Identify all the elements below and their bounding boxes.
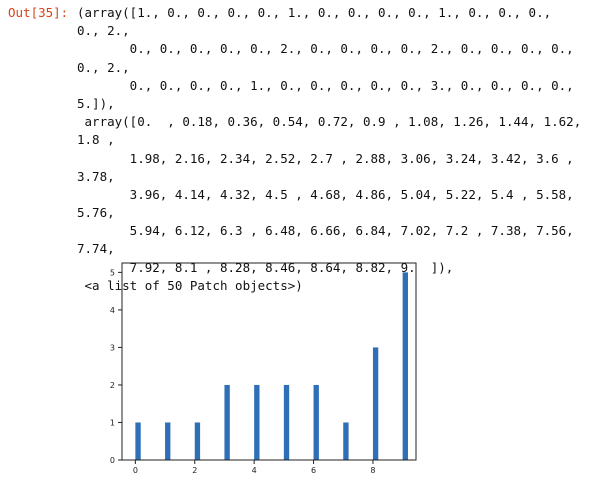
y-axis: 0 1 2 3 4 5 [110,268,122,465]
y-tick-label: 1 [110,418,115,427]
output-prompt: Out[35]: [8,5,69,20]
histogram-bar [254,384,260,460]
histogram-chart: 0 1 2 3 4 5 0 2 4 6 8 [82,258,432,482]
output-line: <a list of 50 Patch objects>) [77,277,303,293]
output-line: 1.98, 2.16, 2.34, 2.52, 2.7 , 2.88, 3.06… [77,150,574,166]
output-line: array([0. , 0.18, 0.36, 0.54, 0.72, 0.9 … [77,114,582,130]
histogram-bar [343,422,349,460]
output-line: 0., 2., [77,23,130,39]
y-tick-label: 0 [110,456,115,465]
y-tick-label: 3 [110,343,115,352]
bars-group [135,272,408,460]
output-line: 0., 2., [77,59,130,75]
histogram-bar [194,422,201,460]
histogram-bar [135,422,141,460]
chart-svg: 0 1 2 3 4 5 0 2 4 6 8 [110,262,417,475]
y-tick-label: 4 [110,306,115,315]
y-tick-label: 2 [110,381,115,390]
histogram-bar [402,272,408,460]
output-line: 3.96, 4.14, 4.32, 4.5 , 4.68, 4.86, 5.04… [77,186,574,202]
histogram-bar [372,347,379,460]
output-line: 5.94, 6.12, 6.3 , 6.48, 6.66, 6.84, 7.02… [77,223,574,239]
plot-frame [121,262,417,461]
histogram-bar [313,384,319,460]
y-tick-label: 5 [110,268,115,277]
x-tick-label: 2 [192,466,197,475]
cell-output-text: (array([1., 0., 0., 0., 0., 1., 0., 0., … [77,4,581,295]
output-line: 3.78, [77,168,115,184]
x-tick-label: 6 [311,466,316,475]
x-tick-label: 0 [133,466,138,475]
output-line: 5.]), [77,95,115,111]
output-line: 7.74, [77,241,115,257]
x-axis: 0 2 4 6 8 [133,460,375,475]
x-tick-label: 4 [252,466,257,475]
output-line: 1.8 , [77,132,115,148]
output-line: 0., 0., 0., 0., 1., 0., 0., 0., 0., 0., … [77,77,574,93]
histogram-bar [283,384,290,460]
x-tick-label: 8 [370,466,375,475]
output-line: (array([1., 0., 0., 0., 0., 1., 0., 0., … [77,5,552,20]
output-line: 0., 0., 0., 0., 0., 2., 0., 0., 0., 0., … [77,41,574,57]
output-line: 5.76, [77,205,115,221]
histogram-bar [165,422,171,460]
histogram-bar [224,384,230,460]
